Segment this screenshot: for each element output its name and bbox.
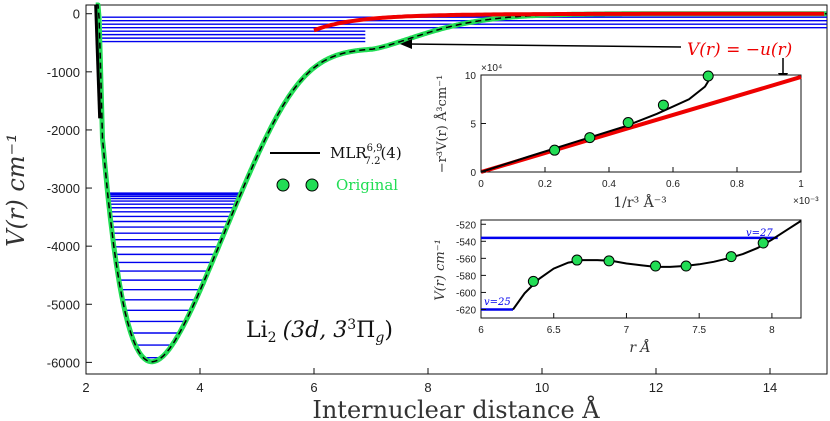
inset-bottom-y-tick-label-5: -620 — [456, 305, 476, 316]
main-y-tick-label-3: -3000 — [47, 181, 80, 196]
inset-top-y-axis-title: −r³V(r) Å³cm⁻¹ — [434, 75, 450, 173]
main-curves — [94, 2, 828, 365]
inset-bottom-y-tick-label-4: -600 — [456, 288, 476, 299]
inset-top-y-ticks: 0 5 10 — [465, 71, 486, 179]
inset-top-x-tick-label-0: 0 — [478, 179, 484, 190]
inset-bottom-original-point-1 — [571, 254, 583, 266]
lr-arrow-left-head — [400, 39, 412, 49]
inset-bottom-frame — [480, 219, 802, 319]
main-x-tick-label-2: 6 — [310, 380, 317, 395]
inset-top-x-multiplier: ×10⁻³ — [793, 196, 819, 207]
main-y-tick-label-0: 0 — [73, 7, 80, 22]
inset-top-x-tick-label-1: 0.2 — [538, 179, 552, 190]
main-y-ticks: 0 -1000 -2000 -3000 -4000 -5000 -6000 — [47, 7, 92, 370]
legend: MLR6,9 7.2(4) Original — [270, 143, 402, 194]
inset-bottom-x-tick-label-0: 6 — [478, 325, 484, 336]
inset-top-x-tick-label-5: 1 — [798, 179, 804, 190]
inset-bottom-y-tick-label-1: -540 — [456, 237, 476, 248]
lr-arrow-left — [407, 43, 682, 48]
inset-top-original-point-3 — [657, 99, 669, 111]
species-label: Li2 (3d, 33Πg) — [246, 317, 393, 346]
inset-bottom-x-ticks: 6 6.5 7 7.5 8 — [478, 313, 775, 336]
main-x-tick-label-5: 12 — [649, 380, 663, 395]
inset-bottom-y-tick-label-0: -520 — [456, 220, 476, 231]
inset-bottom-plot: 6 6.5 7 7.5 8 -520-540-560-580-600-620 v=25 … — [433, 219, 802, 356]
inset-top-y-multiplier: ×10⁴ — [481, 63, 502, 74]
long-range-curve — [313, 11, 825, 33]
inset-bottom-original-point-3 — [650, 260, 662, 272]
legend-mlr-label: MLR6,9 7.2(4) — [330, 143, 402, 167]
mlr-potential-curve — [95, 4, 827, 363]
inset-top-original-point-1 — [584, 132, 596, 144]
inset-bottom-x-tick-label-2: 7 — [624, 325, 630, 336]
inset-top-y-tick-label-2: 10 — [465, 71, 477, 82]
inset-bottom-level-v25-label: v=25 — [484, 297, 511, 308]
inset-bottom-y-ticks: -520 -540 -560 -580 -600 -620 — [456, 220, 486, 316]
main-plot-frame — [85, 4, 828, 375]
inset-top-x-axis-title: 1/r³ Å⁻³ — [613, 193, 667, 211]
inset-bottom-y-tick-label-3: -580 — [456, 271, 476, 282]
main-y-tick-label-1: -1000 — [47, 65, 80, 80]
inset-bottom-level-v27-label: v=27 — [746, 228, 773, 239]
inset-bottom-x-tick-label-4: 8 — [769, 325, 775, 336]
inset-top-x-tick-label-4: 0.8 — [730, 179, 744, 190]
inset-bottom-x-tick-label-3: 7.5 — [692, 325, 706, 336]
inset-top-x-tick-label-2: 0.4 — [602, 179, 616, 190]
inset-bottom-original-point-6 — [757, 237, 769, 249]
inset-top-original-point-2 — [622, 117, 634, 129]
inset-bottom-x-tick-label-1: 6.5 — [547, 325, 561, 336]
inset-top-x-tick-label-3: 0.6 — [666, 179, 680, 190]
main-y-tick-label-6: -6000 — [47, 355, 80, 370]
main-x-ticks: 2 4 6 8 10 12 14 — [82, 368, 777, 395]
inset-top-curves — [480, 70, 802, 174]
inset-bottom-original-point-5 — [725, 251, 737, 263]
legend-original-marker-1 — [276, 178, 290, 192]
inset-top-x-ticks: 0 0.2 0.4 0.6 0.8 1 — [478, 167, 804, 190]
main-x-tick-label-1: 4 — [196, 380, 203, 395]
main-x-axis-title: Internuclear distance Å — [312, 395, 600, 421]
long-range-label: V(r) = −u(r) — [687, 40, 792, 60]
inset-bottom-y-tick-label-2: -560 — [456, 254, 476, 265]
main-y-axis-title: V(r) cm⁻¹ — [2, 133, 30, 247]
inset-bottom-original-point-4 — [680, 260, 692, 272]
inset-top-original-point-0 — [549, 144, 561, 156]
inset-top-y-tick-label-1: 5 — [470, 120, 476, 131]
main-y-tick-label-5: -5000 — [47, 297, 80, 312]
inset-top-lr-line — [480, 75, 802, 174]
inset-top-mlr-curve — [480, 75, 713, 173]
main-x-tick-label-4: 10 — [535, 380, 549, 395]
inset-bottom-original-point-0 — [527, 275, 539, 287]
inset-top-y-tick-label-0: 0 — [470, 168, 476, 179]
inset-bottom-x-axis-title: r Å — [629, 338, 650, 356]
main-x-tick-label-3: 8 — [424, 380, 431, 395]
main-x-tick-label-0: 2 — [82, 380, 89, 395]
main-y-tick-label-4: -4000 — [47, 239, 80, 254]
main-y-tick-label-2: -2000 — [47, 123, 80, 138]
inset-top-original-point-4 — [702, 70, 714, 82]
inset-bottom-curves — [481, 220, 802, 311]
legend-original-marker-2 — [305, 178, 319, 192]
legend-original-label: Original — [336, 176, 398, 194]
main-x-tick-label-6: 14 — [763, 380, 777, 395]
inset-bottom-original-point-2 — [603, 255, 615, 267]
inset-bottom-y-axis-title: V(r) cm⁻¹ — [433, 239, 448, 301]
mlr-inner-wall — [94, 4, 102, 119]
